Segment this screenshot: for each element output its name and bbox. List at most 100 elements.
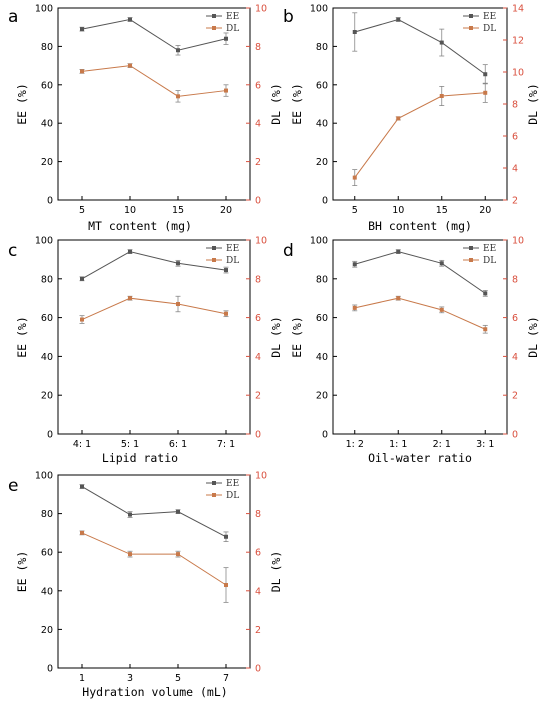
- x-axis-title: Hydration volume (mL): [82, 685, 227, 699]
- y-right-axis-title: DL (%): [269, 551, 283, 593]
- legend-marker-ee: [212, 14, 216, 18]
- ee-data-point: [176, 509, 180, 514]
- y-left-axis-title: EE (%): [15, 316, 29, 358]
- y-right-tick-label: 8: [512, 274, 518, 285]
- x-tick-label: 5: 1: [121, 439, 139, 450]
- y-left-tick-label: 80: [316, 274, 328, 285]
- panel-c: c 0 20 40 60 80 100 0 2 4 6 8 10 4: 1 5: 1 6: 1 7: 1 Lipi…: [8, 236, 283, 466]
- x-tick-label: 5: [79, 205, 85, 216]
- x-tick-label: 6: 1: [169, 439, 187, 450]
- y-right-tick-label: 6: [255, 313, 261, 324]
- y-left-tick-label: 0: [322, 196, 328, 207]
- y-left-tick-label: 60: [316, 80, 328, 91]
- ee-data-point: [439, 40, 444, 45]
- dl-data-point: [128, 296, 132, 301]
- dl-series-line: [81, 297, 227, 320]
- legend-marker-ee: [469, 246, 473, 250]
- y-left-tick-label: 80: [41, 509, 53, 520]
- legend-marker-dl: [212, 493, 216, 497]
- y-right-tick-label: 2: [512, 196, 518, 207]
- legend-marker-dl: [469, 26, 473, 30]
- dl-data-point: [128, 552, 132, 557]
- panel-a: a 0 20 40 60 80 100 0 2 4 6 8 10 5 10 15 20 MT content (m…: [8, 4, 283, 234]
- y-right-tick-label: 8: [255, 42, 261, 53]
- y-left-tick-label: 80: [41, 274, 53, 285]
- y-left-tick-label: 60: [316, 313, 328, 324]
- panel-letter: e: [8, 476, 18, 496]
- x-tick-label: 1: 1: [389, 439, 407, 450]
- legend-label-dl: DL: [226, 256, 239, 266]
- y-left-tick-label: 20: [316, 391, 328, 402]
- y-left-tick-label: 0: [47, 430, 53, 441]
- ee-data-point: [224, 268, 228, 273]
- y-left-tick-label: 20: [41, 391, 53, 402]
- y-left-tick-label: 0: [47, 664, 53, 675]
- y-right-tick-label: 2: [255, 625, 261, 636]
- panel-letter: c: [8, 241, 17, 261]
- dl-data-point: [80, 69, 84, 74]
- ee-data-point: [483, 72, 488, 77]
- y-right-tick-label: 2: [255, 391, 261, 402]
- x-tick-label: 5: [175, 673, 181, 684]
- y-right-tick-label: 4: [255, 586, 261, 597]
- ee-data-point: [352, 262, 357, 267]
- y-left-axis-title: EE (%): [15, 83, 29, 125]
- ee-data-point: [396, 249, 401, 254]
- dl-data-point: [396, 296, 401, 301]
- x-tick-label: 3: [127, 673, 133, 684]
- dl-data-point: [224, 583, 228, 588]
- y-right-axis-title: DL (%): [269, 316, 283, 358]
- y-left-tick-label: 40: [41, 586, 53, 597]
- ee-data-point: [80, 27, 84, 32]
- y-left-tick-label: 40: [316, 352, 328, 363]
- dl-data-point: [176, 552, 180, 557]
- y-right-tick-label: 4: [255, 352, 261, 363]
- y-left-tick-label: 100: [310, 236, 328, 247]
- legend-label-ee: EE: [226, 479, 239, 489]
- y-left-tick-label: 100: [35, 471, 53, 482]
- x-tick-label: 4: 1: [73, 439, 91, 450]
- panel-b: b 0 20 40 60 80 100 2 4 6 8 10 12 14 5 10 15 20 BH content…: [283, 4, 540, 234]
- y-left-tick-label: 20: [41, 157, 53, 168]
- legend-label-dl: DL: [483, 256, 496, 266]
- x-tick-label: 3: 1: [476, 439, 494, 450]
- legend-label-dl: DL: [226, 491, 239, 501]
- dl-data-point: [483, 327, 488, 332]
- legend-label-dl: DL: [483, 24, 496, 34]
- ee-data-point: [483, 291, 488, 296]
- legend-label-dl: DL: [226, 24, 239, 34]
- dl-series-line: [354, 92, 486, 178]
- dl-data-point: [352, 305, 357, 310]
- panel-letter: a: [8, 7, 18, 27]
- dl-data-point: [396, 116, 401, 121]
- x-axis-title: Oil-water ratio: [368, 451, 472, 465]
- y-left-tick-label: 40: [41, 352, 53, 363]
- legend-label-ee: EE: [483, 244, 496, 254]
- x-tick-label: 2: 1: [433, 439, 451, 450]
- x-tick-label: 20: [479, 205, 491, 216]
- ee-data-point: [128, 512, 132, 517]
- y-left-tick-label: 0: [322, 430, 328, 441]
- legend-marker-dl: [469, 258, 473, 262]
- y-left-tick-label: 40: [316, 119, 328, 130]
- y-right-tick-label: 2: [255, 157, 261, 168]
- legend-marker-ee: [212, 481, 216, 485]
- y-left-tick-label: 100: [310, 4, 328, 15]
- dl-series-line: [354, 297, 486, 330]
- legend-marker-dl: [212, 26, 216, 30]
- panel-letter: d: [283, 241, 294, 261]
- y-left-axis-title: EE (%): [15, 551, 29, 593]
- y-left-tick-label: 40: [41, 119, 53, 130]
- dl-data-point: [80, 530, 84, 535]
- x-tick-label: 7: [223, 673, 229, 684]
- legend-marker-ee: [469, 14, 473, 18]
- y-left-tick-label: 60: [41, 313, 53, 324]
- y-left-tick-label: 0: [47, 196, 53, 207]
- legend-marker-dl: [212, 258, 216, 262]
- y-right-tick-label: 6: [255, 80, 261, 91]
- y-left-axis-title: EE (%): [290, 316, 304, 358]
- ee-series-line: [354, 251, 486, 294]
- ee-data-point: [439, 261, 444, 266]
- panel-letter: b: [283, 7, 294, 27]
